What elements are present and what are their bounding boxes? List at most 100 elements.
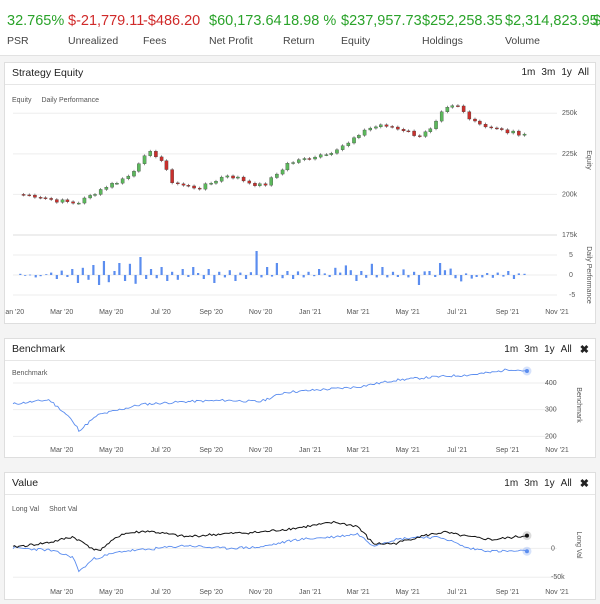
daily-performance-bar: [407, 275, 410, 278]
candle: [33, 194, 37, 198]
x-tick-label: May '20: [99, 447, 123, 454]
daily-performance-bar: [34, 275, 37, 278]
daily-performance-bar: [391, 271, 395, 275]
daily-performance-bar: [286, 271, 289, 275]
daily-performance-bar: [496, 272, 499, 275]
stat-return: 18.98 % Return: [283, 12, 336, 48]
candle: [450, 105, 455, 108]
daily-performance-bar: [454, 275, 457, 279]
panel-header: Value 1m 3m 1y All ✖: [5, 473, 595, 495]
daily-performance-bar: [107, 275, 110, 283]
candle: [247, 180, 252, 184]
x-tick-label: Mar '20: [50, 589, 73, 596]
daily-performance-bar: [339, 272, 342, 275]
daily-performance-bar: [266, 267, 269, 275]
range-1y-button[interactable]: 1y: [544, 478, 555, 489]
daily-performance-bar: [71, 269, 74, 275]
range-1m-button[interactable]: 1m: [504, 478, 519, 489]
benchmark-chart: 200 300 400 Benchmark Mar '20 May '20 Jul '20 S…: [12, 366, 582, 454]
legend-long-val[interactable]: Long Val: [12, 506, 40, 513]
legend-benchmark[interactable]: Benchmark: [12, 370, 48, 377]
y-tick-label: 250k: [562, 110, 578, 117]
range-1y-button[interactable]: 1y: [544, 344, 555, 355]
stat-value: $2,314,823.95: [505, 13, 598, 29]
legend-equity[interactable]: Equity: [12, 97, 32, 104]
candle: [379, 124, 383, 128]
range-1m-button[interactable]: 1m: [504, 344, 519, 355]
panel-title: Value: [12, 477, 39, 489]
candle: [280, 169, 285, 175]
candle: [154, 151, 158, 158]
strategy-equity-panel: Strategy Equity 1m 3m 1y All Equity Dail…: [4, 62, 596, 324]
stat-label: Fees: [143, 35, 167, 47]
daily-performance-bar: [355, 275, 358, 281]
daily-performance-bar: [166, 275, 169, 281]
candle: [511, 130, 515, 134]
legend-short-val[interactable]: Short Val: [49, 506, 78, 513]
candle: [181, 183, 186, 186]
benchmark-panel: Benchmark 1m 3m 1y All ✖ Benchmark 200 30…: [4, 338, 596, 458]
stat-equity: $237,957.73 Equity: [341, 12, 422, 48]
daily-performance-bar: [360, 271, 363, 275]
x-tick-label: May '21: [395, 309, 419, 316]
daily-performance-bar: [365, 275, 368, 278]
range-all-button[interactable]: All: [577, 67, 589, 78]
range-3m-button[interactable]: 3m: [541, 67, 556, 78]
chart-legend: Equity Daily Performance: [12, 97, 99, 104]
stat-volume: $2,314,823.95 Volume: [505, 12, 598, 48]
range-1y-button[interactable]: 1y: [561, 67, 572, 78]
daily-performance-bar: [443, 270, 447, 275]
range-all-button[interactable]: All: [560, 344, 572, 355]
y-tick-label: 225k: [562, 151, 578, 158]
close-icon[interactable]: ✖: [579, 344, 589, 356]
last-point-marker: [524, 369, 529, 373]
legend-daily-performance[interactable]: Daily Performance: [41, 97, 100, 104]
candle: [65, 199, 70, 202]
daily-performance-bar: [428, 271, 431, 275]
range-1m-button[interactable]: 1m: [521, 67, 536, 78]
daily-performance-bar: [160, 267, 163, 275]
range-all-button[interactable]: All: [560, 478, 572, 489]
strategy-equity-chart: 175k 200k 225k 250k 5 0 -5 Equity Daily Performa…: [5, 104, 592, 316]
daily-performance-bar: [260, 275, 263, 278]
x-tick-label: Jan '21: [299, 309, 321, 316]
daily-performance-bar: [275, 263, 278, 275]
daily-performance-bar: [417, 275, 421, 285]
candle: [231, 175, 235, 179]
range-3m-button[interactable]: 3m: [524, 478, 539, 489]
candle: [357, 135, 361, 138]
stat-fees: -$486.20 Fees: [143, 12, 200, 48]
stat-value: $60,173.64: [209, 13, 282, 29]
candle: [318, 154, 323, 158]
range-3m-button[interactable]: 3m: [524, 344, 539, 355]
daily-performance-bar: [228, 270, 231, 275]
candle: [186, 185, 191, 187]
panel-title: Strategy Equity: [12, 67, 84, 79]
x-tick-label: Mar '20: [50, 309, 73, 316]
daily-performance-bar: [255, 251, 258, 275]
candle: [176, 182, 180, 185]
daily-performance-bar: [118, 263, 121, 275]
candle: [197, 187, 202, 190]
candle: [126, 175, 131, 179]
stat-label: PSR: [7, 35, 29, 47]
daily-performance-bar: [239, 272, 242, 275]
range-controls: 1m 3m 1y All: [522, 67, 590, 78]
close-icon[interactable]: ✖: [579, 478, 589, 490]
candle: [390, 126, 394, 128]
x-tick-label: Sep '20: [199, 589, 223, 596]
candle: [263, 183, 268, 186]
x-tick-label: Nov '20: [249, 447, 273, 454]
candle: [483, 123, 488, 128]
candle: [159, 156, 164, 161]
last-point-marker: [524, 533, 529, 538]
daily-performance-bar: [313, 275, 316, 277]
candle: [71, 201, 75, 204]
x-tick-label: May '21: [395, 589, 419, 596]
candle: [418, 135, 422, 137]
daily-performance-bar: [434, 275, 437, 277]
x-tick-label: Jan '20: [5, 309, 24, 316]
candle: [275, 173, 279, 178]
x-tick-label: Sep '20: [199, 447, 223, 454]
x-tick-label: Sep '21: [496, 447, 520, 454]
